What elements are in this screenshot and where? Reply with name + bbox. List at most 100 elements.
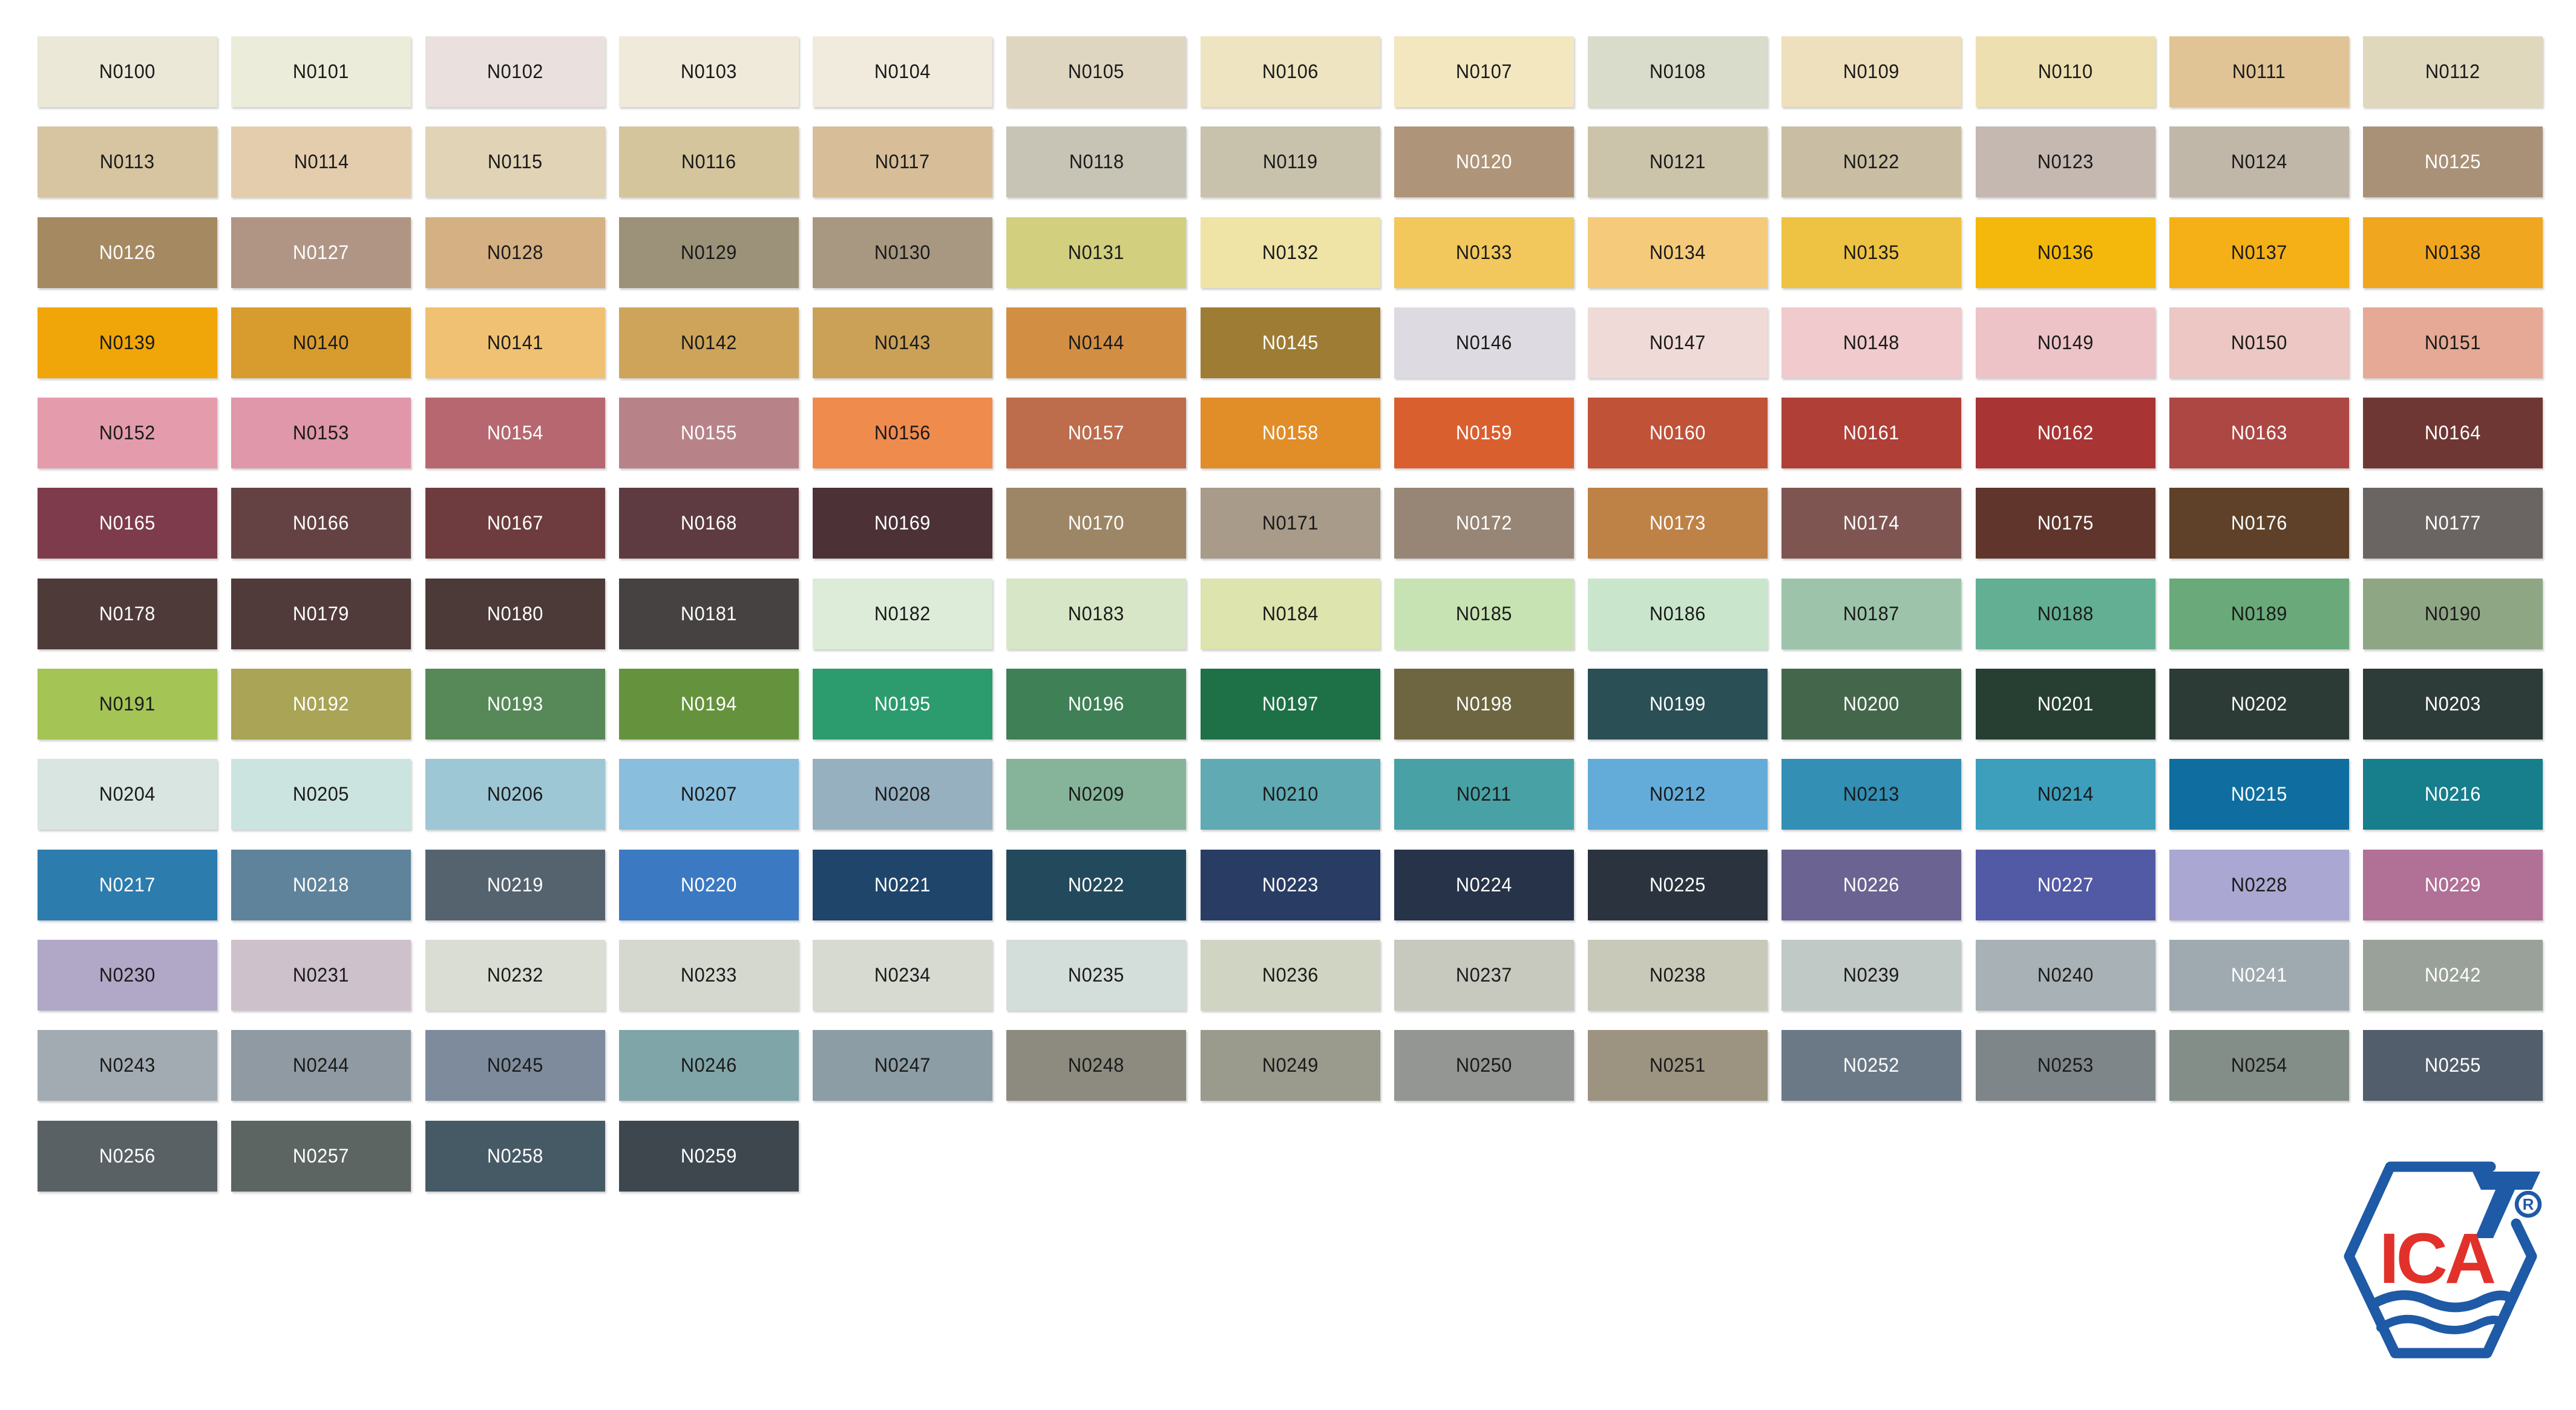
color-swatch: N0193	[425, 669, 605, 740]
ica-logo: R ICA	[2344, 1161, 2542, 1359]
color-swatch: N0109	[1781, 36, 1962, 107]
swatch-code-label: N0132	[1262, 241, 1319, 263]
swatch-code-label: N0103	[680, 61, 737, 82]
swatch-code-label: N0192	[293, 693, 350, 715]
color-swatch: N0100	[38, 36, 217, 107]
color-swatch: N0212	[1588, 759, 1768, 830]
color-swatch: N0192	[231, 669, 411, 740]
swatch-code-label: N0187	[1843, 602, 1900, 625]
swatch-code-label: N0135	[1843, 241, 1900, 263]
color-swatch: N0227	[1975, 849, 2155, 920]
color-swatch: N0136	[1975, 217, 2155, 288]
color-swatch: N0188	[1975, 578, 2155, 649]
swatch-code-label: N0191	[99, 693, 156, 715]
color-swatch: N0208	[813, 759, 992, 830]
color-swatch: N0229	[2363, 849, 2543, 920]
swatch-code-label: N0155	[680, 422, 737, 444]
swatch-code-label: N0207	[680, 783, 737, 805]
color-swatch: N0119	[1200, 126, 1380, 198]
color-swatch: N0145	[1200, 307, 1380, 378]
color-swatch: N0235	[1006, 939, 1187, 1011]
swatch-code-label: N0173	[1650, 512, 1706, 534]
color-swatch: N0258	[425, 1120, 605, 1192]
swatch-code-label: N0164	[2425, 422, 2481, 444]
color-swatch: N0198	[1394, 669, 1574, 740]
color-swatch: N0203	[2363, 669, 2543, 740]
logo-wave-1	[2367, 1290, 2515, 1313]
swatch-code-label: N0144	[1068, 331, 1125, 353]
swatch-code-label: N0201	[2037, 693, 2094, 715]
swatch-code-label: N0222	[1068, 873, 1125, 896]
swatch-code-label: N0146	[1455, 331, 1512, 353]
swatch-code-label: N0101	[293, 61, 350, 82]
color-swatch: N0226	[1781, 849, 1962, 920]
swatch-code-label: N0109	[1843, 61, 1900, 82]
color-swatch: N0110	[1975, 36, 2155, 107]
color-swatch: N0214	[1975, 759, 2155, 830]
swatch-code-label: N0162	[2037, 422, 2094, 444]
swatch-code-label: N0119	[1262, 151, 1318, 173]
swatch-code-label: N0114	[293, 151, 349, 173]
color-swatch: N0180	[425, 578, 605, 649]
swatch-code-label: N0138	[2425, 241, 2481, 263]
swatch-code-label: N0140	[293, 331, 350, 353]
color-swatch: N0190	[2363, 578, 2543, 649]
color-swatch: N0151	[2363, 307, 2543, 378]
swatch-code-label: N0163	[2230, 422, 2287, 444]
swatch-code-label: N0194	[680, 693, 737, 715]
color-swatch: N0213	[1781, 759, 1962, 830]
swatch-code-label: N0169	[874, 512, 931, 534]
color-swatch: N0115	[425, 126, 605, 198]
swatch-code-label: N0168	[680, 512, 737, 534]
color-swatch: N0153	[231, 398, 411, 469]
swatch-code-label: N0166	[293, 512, 350, 534]
color-swatch: N0174	[1781, 488, 1962, 559]
swatch-code-label: N0258	[487, 1144, 543, 1167]
color-swatch: N0127	[231, 217, 411, 288]
color-swatch: N0114	[231, 126, 411, 198]
color-swatch: N0185	[1394, 578, 1574, 649]
color-swatch: N0200	[1781, 669, 1962, 740]
color-swatch: N0207	[618, 759, 799, 830]
color-swatch: N0149	[1975, 307, 2155, 378]
logo-hexagon-outline	[2344, 1161, 2537, 1359]
color-swatch: N0101	[231, 36, 411, 107]
color-swatch: N0108	[1588, 36, 1768, 107]
color-swatch: N0220	[618, 849, 799, 920]
color-swatch: N0158	[1200, 398, 1380, 469]
color-swatch: N0135	[1781, 217, 1962, 288]
color-swatch: N0247	[813, 1030, 992, 1101]
color-swatch: N0122	[1781, 126, 1962, 198]
swatch-code-label: N0165	[99, 512, 156, 534]
color-swatch: N0186	[1588, 578, 1768, 649]
swatch-code-label: N0175	[2037, 512, 2094, 534]
swatch-code-label: N0247	[874, 1054, 931, 1077]
logo-wave-2	[2376, 1314, 2506, 1334]
color-swatch: N0225	[1588, 849, 1768, 920]
swatch-code-label: N0121	[1650, 151, 1706, 173]
color-swatch: N0118	[1006, 126, 1187, 198]
swatch-code-label: N0190	[2425, 602, 2481, 625]
swatch-code-label: N0224	[1455, 873, 1512, 896]
color-swatch: N0195	[813, 669, 992, 740]
color-swatch: N0161	[1781, 398, 1962, 469]
color-swatch: N0242	[2363, 939, 2543, 1011]
color-swatch: N0221	[813, 849, 992, 920]
color-swatch: N0120	[1394, 126, 1574, 198]
color-swatch: N0163	[2169, 398, 2349, 469]
swatch-code-label: N0125	[2425, 151, 2481, 173]
swatch-code-label: N0199	[1650, 693, 1706, 715]
color-swatch: N0123	[1975, 126, 2155, 198]
color-swatch: N0133	[1394, 217, 1574, 288]
color-swatch: N0144	[1006, 307, 1187, 378]
swatch-code-label: N0143	[874, 331, 931, 353]
registered-mark-letter: R	[2523, 1195, 2534, 1213]
swatch-code-label: N0256	[99, 1144, 156, 1167]
swatch-code-label: N0150	[2230, 331, 2287, 353]
color-swatch: N0246	[618, 1030, 799, 1101]
color-swatch: N0209	[1006, 759, 1187, 830]
swatch-code-label: N0214	[2037, 783, 2094, 805]
swatch-code-label: N0218	[293, 873, 350, 896]
swatch-code-label: N0193	[487, 693, 543, 715]
color-swatch: N0156	[813, 398, 992, 469]
